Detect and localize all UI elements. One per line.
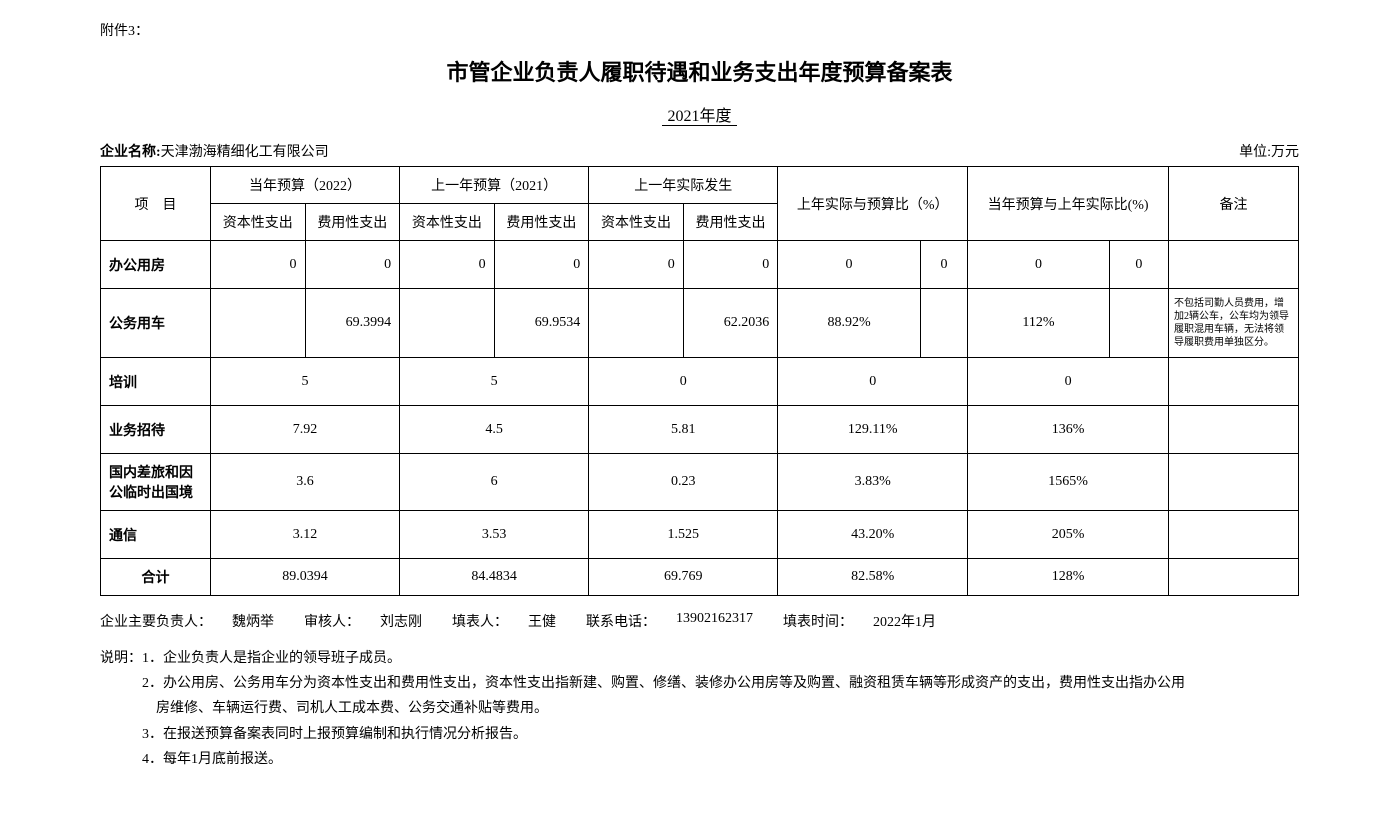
col-prev-actual: 上一年实际发生 [589,167,778,204]
table-row: 办公用房0000000000 [101,241,1299,289]
table-row: 通信3.123.531.52543.20%205% [101,511,1299,559]
attachment-label: 附件3： [100,20,1299,40]
signatures-row: 企业主要负责人：魏炳举 审核人：刘志刚 填表人：王健 联系电话：13902162… [100,611,1299,631]
col-actual-vs-budget: 上年实际与预算比（%） [778,167,968,241]
table-total-row: 合计89.039484.483469.76982.58%128% [101,559,1299,596]
unit-label: 单位:万元 [1239,141,1299,161]
year-label: 2021年度 [100,102,1299,126]
col-remark: 备注 [1169,167,1299,241]
company-info: 企业名称:天津渤海精细化工有限公司 [100,141,329,161]
col-prev-budget: 上一年预算（2021） [400,167,589,204]
page-title: 市管企业负责人履职待遇和业务支出年度预算备案表 [100,55,1299,87]
table-row: 国内差旅和因公临时出国境3.660.233.83%1565% [101,454,1299,511]
table-row: 公务用车69.399469.953462.203688.92%112%不包括司勤… [101,289,1299,358]
col-current: 当年预算（2022） [211,167,400,204]
budget-table: 项 目 当年预算（2022） 上一年预算（2021） 上一年实际发生 上年实际与… [100,166,1299,596]
col-item: 项 目 [101,167,211,241]
col-current-vs-actual: 当年预算与上年实际比(%) [968,167,1169,241]
notes-block: 说明：1．企业负责人是指企业的领导班子成员。 2．办公用房、公务用车分为资本性支… [100,646,1299,772]
table-row: 业务招待7.924.55.81129.11%136% [101,406,1299,454]
table-row: 培训55000 [101,358,1299,406]
